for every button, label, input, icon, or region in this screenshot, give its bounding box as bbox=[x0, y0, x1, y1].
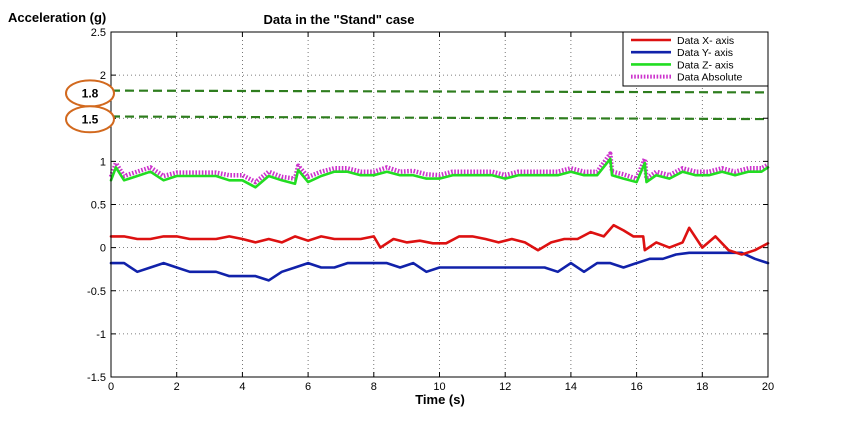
x-tick-label: 0 bbox=[108, 381, 114, 393]
series-line-data-y-axis bbox=[109, 251, 770, 282]
series-group bbox=[108, 89, 770, 282]
annotations-group: 1.8 1.5 bbox=[65, 79, 115, 134]
x-tick-label: 12 bbox=[499, 381, 511, 393]
series-line-threshold-1-8 bbox=[110, 89, 769, 94]
series-line-threshold-1-5 bbox=[110, 115, 769, 121]
legend-label: Data Z- axis bbox=[677, 59, 734, 71]
annotation-circle bbox=[65, 105, 115, 134]
y-tick-label: 2 bbox=[100, 70, 106, 82]
y-tick-label: 0 bbox=[100, 243, 106, 255]
y-tick-label: -1.5 bbox=[87, 372, 106, 384]
y-tick-label: 2.5 bbox=[91, 27, 106, 39]
x-tick-label: 8 bbox=[371, 381, 377, 393]
legend-label: Data Absolute bbox=[677, 72, 743, 84]
x-tick-label: 20 bbox=[762, 381, 774, 393]
series-line-data-z-axis bbox=[109, 157, 770, 189]
annotation-label: 1.5 bbox=[82, 112, 99, 126]
annotation-label: 1.8 bbox=[82, 86, 99, 100]
x-tick-label: 2 bbox=[174, 381, 180, 393]
legend-label: Data X- axis bbox=[677, 35, 734, 47]
y-tick-label: -1 bbox=[96, 329, 106, 341]
x-tick-label: 6 bbox=[305, 381, 311, 393]
x-tick-label: 14 bbox=[565, 381, 577, 393]
series-line-data-absolute bbox=[108, 151, 770, 185]
x-tick-label: 4 bbox=[239, 381, 245, 393]
series-line-data-x-axis bbox=[109, 223, 770, 256]
legend-label: Data Y- axis bbox=[677, 47, 733, 59]
x-tick-label: 18 bbox=[696, 381, 708, 393]
chart-title: Data in the "Stand" case bbox=[263, 12, 414, 27]
y-tick-label: 1 bbox=[100, 156, 106, 168]
x-axis-label: Time (s) bbox=[415, 392, 465, 407]
y-tick-label: -0.5 bbox=[87, 286, 106, 298]
y-tick-label: 0.5 bbox=[91, 200, 106, 212]
x-tick-label: 16 bbox=[630, 381, 642, 393]
y-axis-label: Acceleration (g) bbox=[8, 10, 106, 25]
x-tick-label: 10 bbox=[433, 381, 445, 393]
